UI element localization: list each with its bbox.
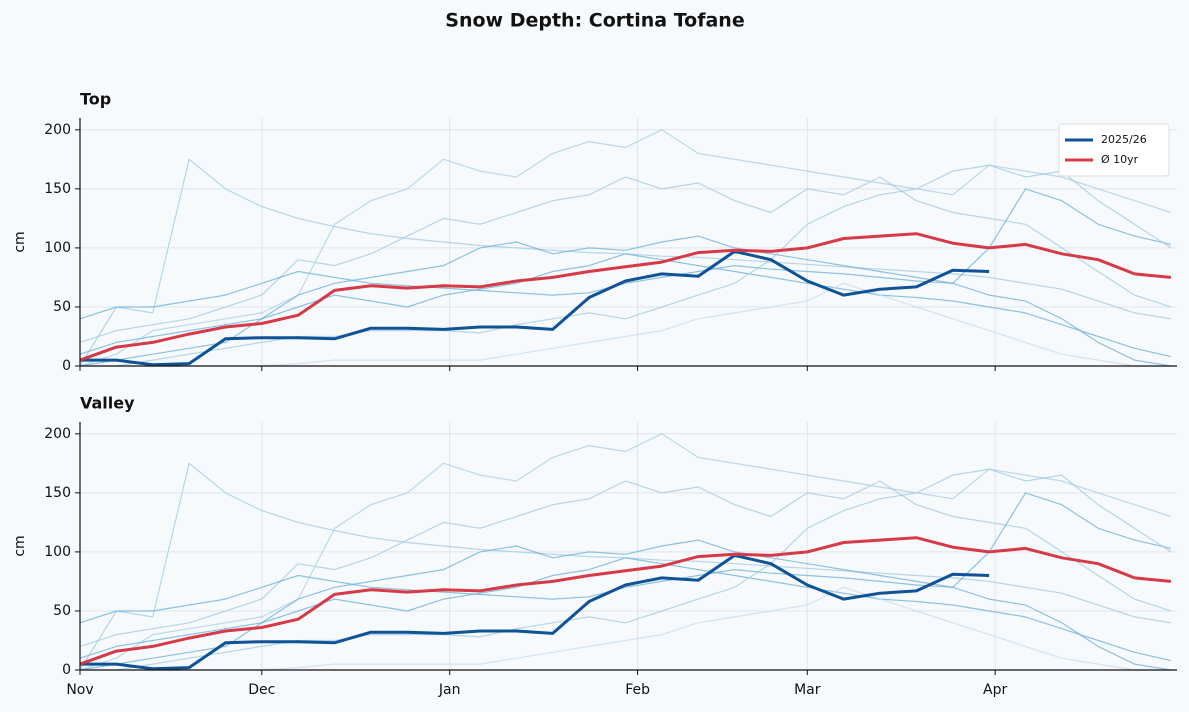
legend-box: [1058, 123, 1170, 177]
legend-label: Ø 10yr: [1101, 153, 1139, 166]
series-line: [80, 249, 990, 367]
panel-title: Top: [80, 90, 111, 109]
history-line: [79, 557, 1172, 662]
history-line: [79, 158, 1171, 367]
y-tick-label: 100: [44, 240, 71, 256]
y-tick-label: 200: [44, 122, 71, 138]
history-line: [79, 462, 1171, 671]
history-line: [80, 164, 1172, 367]
y-tick-label: 150: [44, 485, 71, 501]
figure-title: Snow Depth: Cortina Tofane: [445, 10, 744, 32]
series-line: [80, 553, 990, 671]
y-tick-label: 50: [53, 603, 71, 619]
series-line: [79, 232, 1172, 362]
y-tick-label: 200: [44, 426, 71, 442]
x-tick-label: Mar: [794, 682, 821, 698]
history-line: [79, 480, 1172, 647]
x-tick-label: Apr: [983, 682, 1007, 698]
y-axis-label: cm: [12, 231, 28, 252]
series-line: [79, 536, 1172, 666]
x-tick-label: Feb: [625, 682, 650, 698]
panel-title: Valley: [80, 394, 135, 413]
y-tick-label: 0: [62, 358, 71, 374]
y-tick-label: 50: [53, 299, 71, 315]
legend-label: 2025/26: [1101, 133, 1147, 146]
x-tick-label: Dec: [248, 682, 275, 698]
y-tick-label: 150: [44, 181, 71, 197]
history-line: [79, 265, 1171, 367]
history-line: [80, 468, 1172, 671]
history-line: [79, 569, 1171, 671]
x-tick-label: Jan: [438, 682, 461, 698]
y-tick-label: 0: [62, 662, 71, 678]
y-tick-label: 100: [44, 544, 71, 560]
x-tick-label: Nov: [66, 682, 93, 698]
history-line: [79, 176, 1172, 343]
y-axis-label: cm: [12, 535, 28, 556]
history-line: [79, 253, 1172, 358]
